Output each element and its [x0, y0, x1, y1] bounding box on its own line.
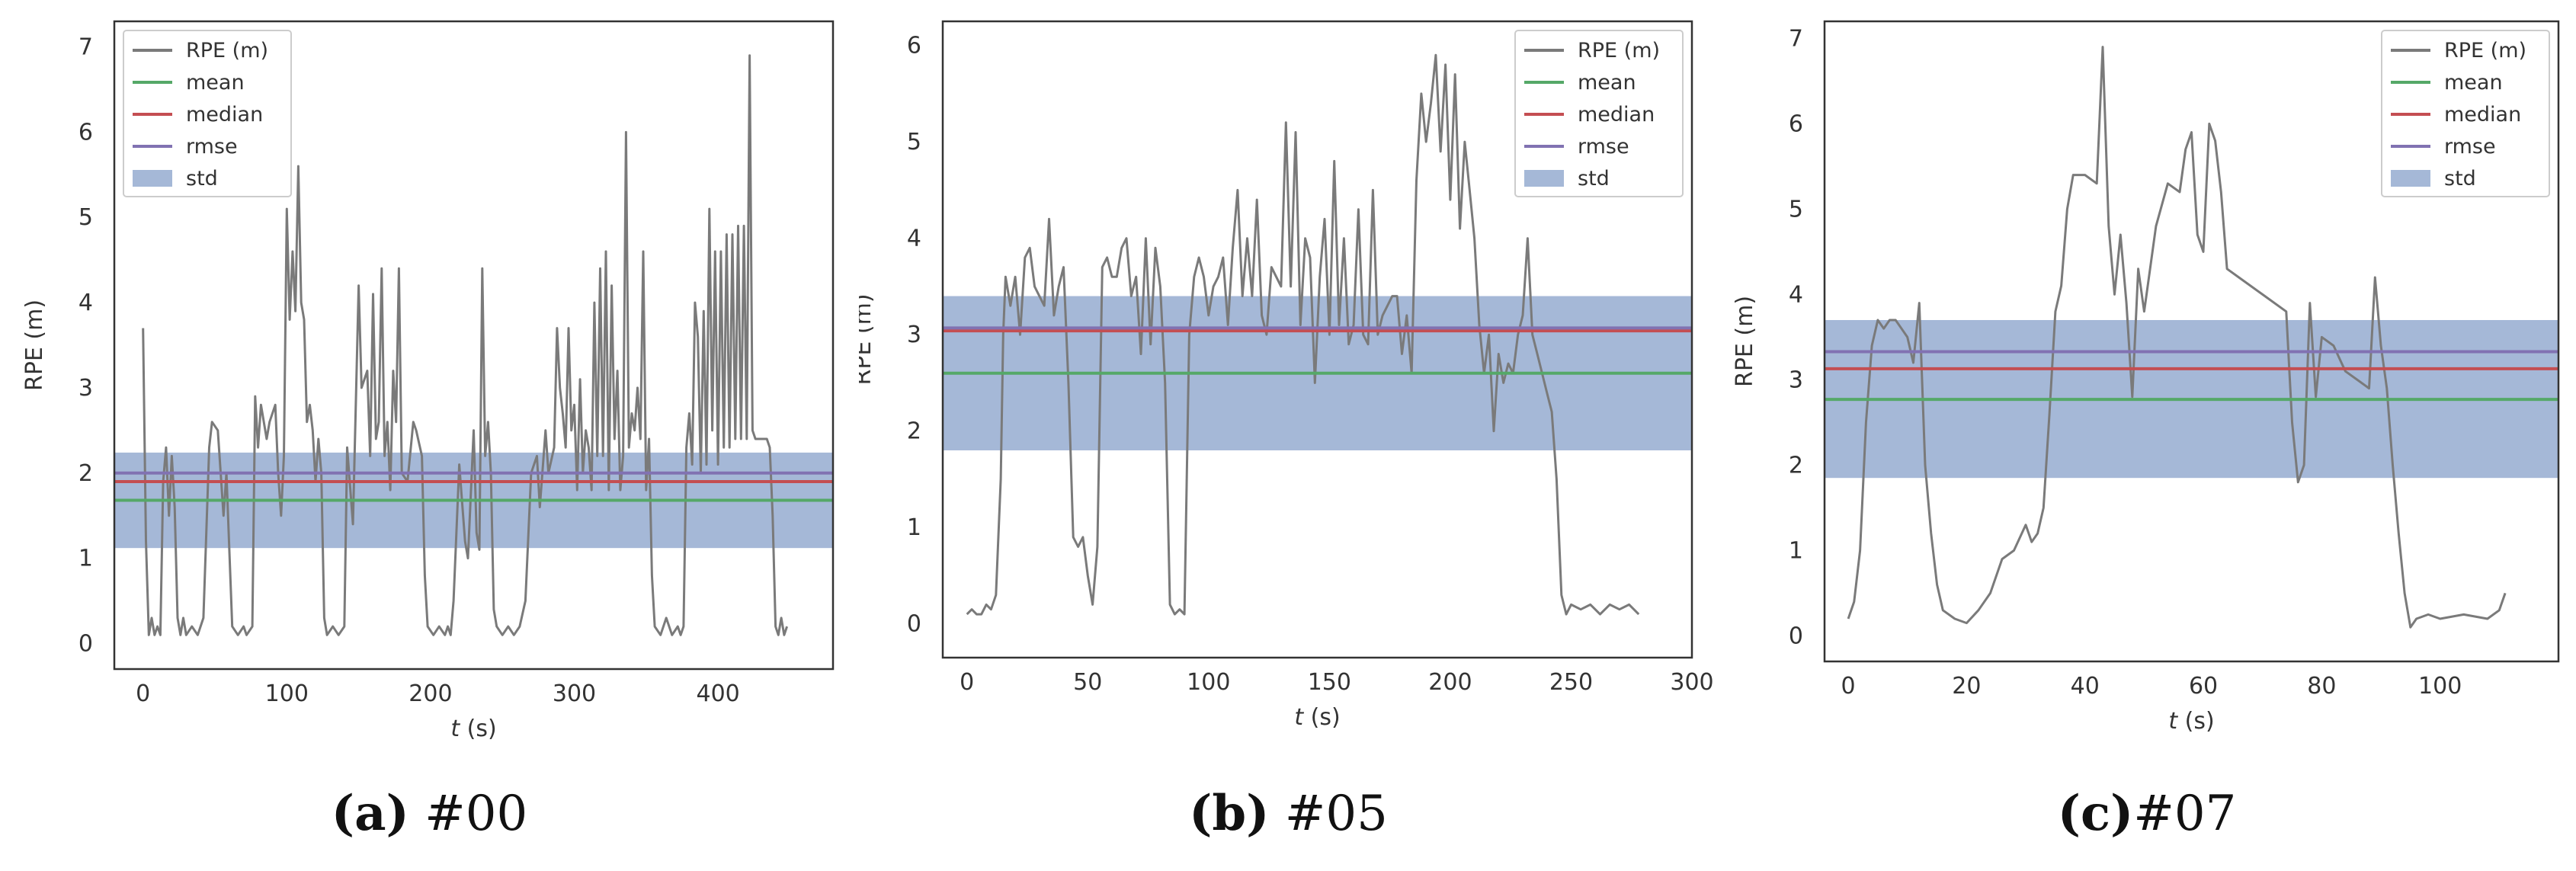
caption-a-text: #00 [409, 786, 528, 842]
x-tick-label: 100 [265, 680, 309, 707]
x-tick-label: 60 [2189, 673, 2218, 700]
legend-label: RPE (m) [2444, 39, 2526, 62]
y-tick-label: 5 [907, 129, 921, 155]
x-tick-label: 200 [1428, 669, 1472, 696]
y-tick-label: 7 [78, 34, 93, 61]
caption-a: (a) #00 [0, 785, 859, 842]
caption-c-letter: (c) [2057, 785, 2134, 842]
y-tick-label: 3 [78, 375, 93, 402]
legend-label: rmse [1578, 135, 1629, 159]
legend: RPE (m) mean median rmse std [2381, 30, 2550, 197]
legend-label: std [2444, 167, 2476, 191]
legend-label: RPE (m) [186, 39, 268, 62]
panel-a: 0 100 200 300 400 0 1 2 3 4 5 6 7 t (s) RPE (m) RPE (m)… [0, 0, 859, 871]
y-axis-label: RPE (m) [1732, 296, 1758, 387]
caption-c-text: #07 [2133, 786, 2237, 842]
y-tick-label: 0 [907, 611, 921, 638]
plot-area [943, 53, 1692, 616]
legend-label: median [186, 103, 263, 126]
x-tick-label: 0 [136, 680, 150, 707]
legend-swatch-std [133, 170, 172, 187]
caption-a-letter: (a) [331, 785, 409, 842]
y-tick-label: 4 [907, 226, 921, 252]
rpe-line [1847, 46, 2507, 629]
y-tick-label: 0 [78, 630, 93, 657]
x-tick-label: 300 [553, 680, 596, 707]
x-tick-label: 0 [960, 669, 974, 696]
y-tick-label: 5 [1789, 196, 1803, 223]
plot-frame [113, 20, 835, 671]
x-tick-label: 400 [696, 680, 739, 707]
y-tick-label: 6 [907, 33, 921, 59]
y-tick-label: 1 [78, 546, 93, 572]
legend-label: std [186, 167, 218, 191]
caption-b: (b) #05 [859, 785, 1718, 842]
y-tick-label: 3 [907, 322, 921, 348]
y-tick-label: 0 [1789, 623, 1803, 649]
caption-b-text: #05 [1269, 786, 1388, 842]
plot-frame [1823, 20, 2560, 663]
caption-b-letter: (b) [1189, 785, 1270, 842]
y-tick-label: 2 [78, 460, 93, 487]
x-tick-label: 80 [2307, 673, 2336, 700]
legend-box [1514, 30, 1684, 197]
legend-box [2381, 30, 2550, 197]
x-axis-label: t (s) [450, 716, 496, 742]
legend-label: rmse [186, 135, 238, 159]
y-tick-label: 7 [1789, 25, 1803, 52]
x-tick-label: 200 [409, 680, 452, 707]
y-tick-label: 2 [1789, 452, 1803, 479]
x-tick-label: 0 [1841, 673, 1856, 700]
legend: RPE (m) mean median rmse std [123, 30, 292, 197]
y-axis-label: RPE (m) [859, 293, 876, 385]
y-tick-label: 6 [78, 119, 93, 146]
panel-c: 0 20 40 60 80 100 0 1 2 3 4 5 6 7 t (s) RPE (m) RPE (m) m… [1718, 0, 2576, 871]
legend-label: median [1578, 103, 1655, 126]
legend-label: rmse [2444, 135, 2496, 159]
y-axis-label: RPE (m) [21, 299, 48, 391]
legend-label: mean [186, 71, 245, 94]
plot-frame [941, 20, 1693, 659]
plot-area [114, 54, 833, 636]
y-tick-label: 5 [78, 204, 93, 231]
x-tick-label: 300 [1670, 669, 1713, 696]
y-tick-label: 6 [1789, 110, 1803, 137]
legend-label: RPE (m) [1578, 39, 1660, 62]
panel-b: 0 50 100 150 200 250 300 0 1 2 3 4 5 6 t (s) RPE (m) RPE… [859, 0, 1718, 871]
x-tick-label: 20 [1952, 673, 1981, 700]
y-tick-label: 4 [78, 290, 93, 316]
chart-c: 0 20 40 60 80 100 0 1 2 3 4 5 6 7 t (s) RPE (m) RPE (m) m… [1732, 20, 2560, 735]
legend-label: mean [1578, 71, 1636, 94]
x-tick-label: 250 [1549, 669, 1593, 696]
legend-label: std [1578, 167, 1610, 191]
x-tick-label: 50 [1073, 669, 1102, 696]
x-tick-label: 100 [2418, 673, 2462, 700]
x-tick-label: 100 [1187, 669, 1230, 696]
y-tick-label: 3 [1789, 367, 1803, 393]
x-axis-label: t (s) [2168, 708, 2214, 735]
legend-label: mean [2444, 71, 2503, 94]
y-tick-label: 2 [907, 418, 921, 445]
y-tick-label: 1 [1789, 537, 1803, 564]
legend-swatch-std [1524, 170, 1564, 187]
caption-c: (c)#07 [1718, 785, 2576, 842]
legend-label: median [2444, 103, 2521, 126]
x-tick-label: 150 [1308, 669, 1351, 696]
y-tick-label: 4 [1789, 281, 1803, 308]
rpe-line [966, 53, 1640, 616]
legend-box [123, 30, 292, 197]
legend-swatch-std [2391, 170, 2430, 187]
x-tick-label: 40 [2071, 673, 2100, 700]
x-axis-label: t (s) [1294, 704, 1340, 731]
legend: RPE (m) mean median rmse std [1514, 30, 1684, 197]
rpe-line [142, 54, 789, 636]
plot-area [1825, 46, 2558, 629]
y-tick-label: 1 [907, 514, 921, 541]
